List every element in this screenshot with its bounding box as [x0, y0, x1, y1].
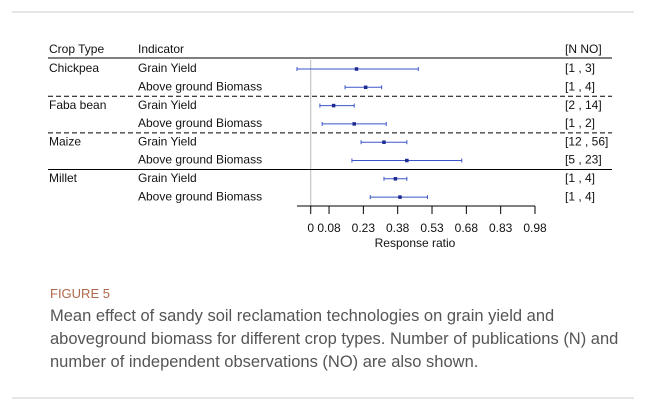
counts-label: [12 , 56] — [565, 134, 608, 148]
indicator-label: Grain Yield — [138, 134, 197, 148]
x-tick-label: 0 — [307, 221, 314, 235]
crop-label: Maize — [49, 134, 81, 148]
indicator-label: Above ground Biomass — [138, 189, 262, 203]
point-estimate — [331, 103, 336, 108]
indicator-label: Above ground Biomass — [138, 79, 262, 93]
counts-label: [1 , 3] — [565, 61, 595, 75]
crop-label: Faba bean — [49, 98, 106, 112]
x-tick-label: 0.38 — [386, 221, 410, 235]
header-indicator: Indicator — [138, 42, 184, 56]
x-axis-label: Response ratio — [375, 236, 456, 250]
indicator-label: Grain Yield — [138, 171, 197, 185]
caption-label: FIGURE 5 — [50, 286, 110, 301]
point-estimate — [354, 67, 359, 71]
counts-label: [1 , 4] — [565, 79, 595, 93]
header-crop: Crop Type — [49, 42, 104, 56]
point-estimate — [398, 195, 402, 199]
counts-label: [2 , 14] — [565, 98, 602, 112]
x-tick-label: 0.83 — [489, 221, 513, 235]
point-estimate — [405, 158, 409, 163]
x-tick-label: 0.98 — [523, 221, 547, 235]
point-estimate — [382, 140, 386, 144]
counts-label: [5 , 23] — [565, 153, 602, 167]
caption: FIGURE 5 Mean effect of sandy soil recla… — [50, 286, 620, 374]
point-estimate — [352, 122, 356, 126]
x-tick-label: 0.08 — [317, 221, 341, 235]
counts-label: [1 , 2] — [565, 116, 595, 130]
crop-label: Millet — [49, 171, 78, 185]
point-estimate — [393, 177, 398, 181]
x-tick-label: 0.68 — [455, 221, 479, 235]
indicator-label: Grain Yield — [138, 98, 197, 112]
indicator-label: Above ground Biomass — [138, 116, 262, 130]
counts-label: [1 , 4] — [565, 171, 595, 185]
indicator-label: Grain Yield — [138, 61, 197, 75]
x-tick-label: 0.53 — [420, 221, 444, 235]
counts-label: [1 , 4] — [565, 189, 595, 203]
caption-text: Mean effect of sandy soil reclamation te… — [50, 307, 619, 371]
x-tick-label: 0.23 — [352, 221, 376, 235]
indicator-label: Above ground Biomass — [138, 153, 262, 167]
header-counts: [N NO] — [565, 42, 602, 56]
crop-label: Chickpea — [49, 61, 99, 75]
point-estimate — [363, 85, 368, 90]
